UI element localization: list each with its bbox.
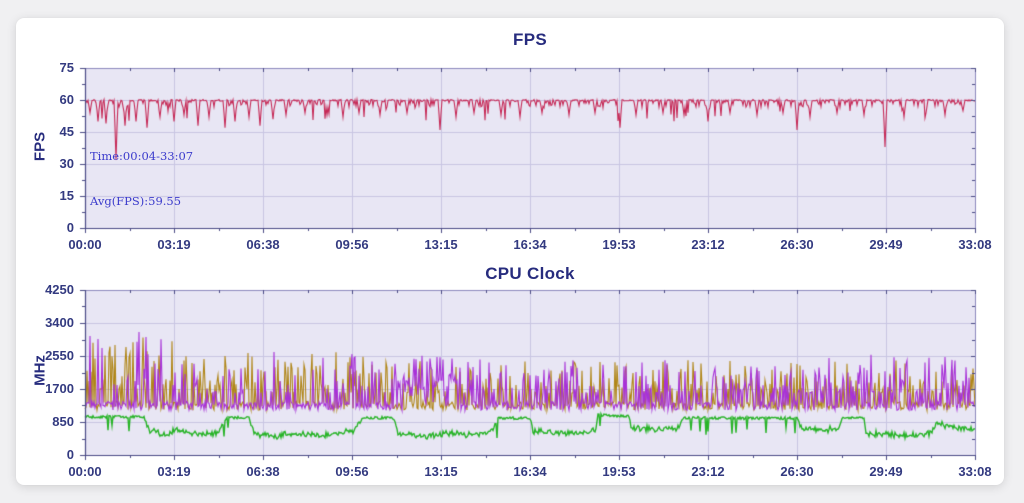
fps-y-tick-label: 30 (59, 156, 74, 171)
fps-y-tick-label: 15 (59, 188, 74, 203)
cpu-x-tick-label: 03:19 (157, 464, 191, 479)
fps-x-tick-label: 26:30 (780, 237, 814, 252)
cpu-clock-chart-title: CPU Clock (485, 264, 575, 283)
fps-chart-title: FPS (513, 30, 547, 49)
fps-plot-canvas (75, 62, 981, 234)
cpu-x-tick-label: 00:00 (68, 464, 102, 479)
fps-x-tick-label: 00:00 (68, 237, 102, 252)
cpu-y-tick-label: 0 (66, 447, 74, 462)
fps-x-tick-label: 06:38 (246, 237, 280, 252)
fps-x-tick-label: 13:15 (424, 237, 458, 252)
cpu-x-tick-label: 09:56 (335, 464, 369, 479)
fps-y-tick-label: 45 (59, 124, 74, 139)
cpu-y-tick-label: 1700 (45, 381, 74, 396)
fps-x-tick-label: 09:56 (335, 237, 369, 252)
cpu-y-tick-label: 4250 (45, 282, 74, 297)
cpu-x-tick-label: 16:34 (513, 464, 547, 479)
fps-x-tick-label: 19:53 (602, 237, 636, 252)
cpu-x-tick-label: 19:53 (602, 464, 636, 479)
cpu-y-tick-label: 850 (52, 414, 74, 429)
cpu-x-tick-label: 13:15 (424, 464, 458, 479)
charts-card: FPS FPS Time:00:04-33:07 Avg(FPS):59.55 … (16, 18, 1004, 485)
fps-y-tick-label: 75 (59, 60, 74, 75)
fps-x-tick-label: 23:12 (691, 237, 725, 252)
fps-y-tick-label: 60 (59, 92, 74, 107)
fps-y-tick-label: 0 (66, 220, 74, 235)
cpu-x-tick-label: 26:30 (780, 464, 814, 479)
fps-x-tick-label: 33:08 (958, 237, 992, 252)
cpu-x-tick-label: 23:12 (691, 464, 725, 479)
fps-annotation: Time:00:04-33:07 Avg(FPS):59.55 (90, 119, 193, 239)
fps-x-tick-label: 03:19 (157, 237, 191, 252)
cpu-x-tick-label: 29:49 (869, 464, 903, 479)
cpu-x-tick-label: 33:08 (958, 464, 992, 479)
cpu-clock-plot-canvas (75, 284, 981, 461)
fps-annotation-time-range: Time:00:04-33:07 (90, 149, 194, 163)
cpu-y-tick-label: 2550 (45, 348, 74, 363)
cpu-y-tick-label: 3400 (45, 315, 74, 330)
cpu-x-tick-label: 06:38 (246, 464, 280, 479)
fps-annotation-average: Avg(FPS):59.55 (90, 194, 182, 208)
fps-x-tick-label: 16:34 (513, 237, 547, 252)
fps-x-tick-label: 29:49 (869, 237, 903, 252)
